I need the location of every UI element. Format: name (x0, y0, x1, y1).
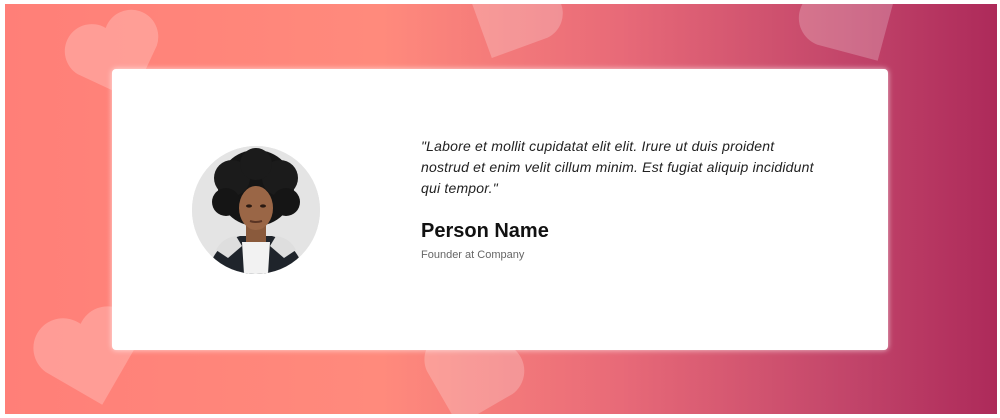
person-name: Person Name (421, 220, 549, 243)
testimonial-section: "Labore et mollit cupidatat elit elit. I… (5, 4, 997, 414)
person-title: Founder at Company (421, 249, 524, 261)
testimonial-card: "Labore et mollit cupidatat elit elit. I… (112, 69, 888, 350)
avatar (192, 146, 320, 274)
testimonial-quote: "Labore et mollit cupidatat elit elit. I… (421, 136, 821, 199)
